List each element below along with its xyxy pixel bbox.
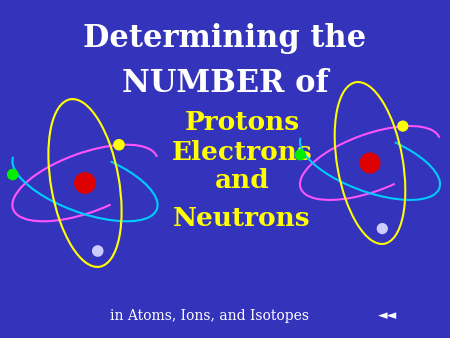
Text: in Atoms, Ions, and Isotopes: in Atoms, Ions, and Isotopes xyxy=(111,309,310,323)
Circle shape xyxy=(398,121,408,131)
Circle shape xyxy=(75,173,95,193)
Text: Neutrons: Neutrons xyxy=(173,206,311,231)
Circle shape xyxy=(114,140,124,150)
Text: Determining the: Determining the xyxy=(83,23,367,53)
Text: Protons: Protons xyxy=(184,111,300,136)
Circle shape xyxy=(378,224,387,234)
Text: and: and xyxy=(215,168,270,193)
Circle shape xyxy=(295,150,305,160)
Text: Electrons: Electrons xyxy=(171,141,312,166)
Text: ◄◄: ◄◄ xyxy=(378,310,398,322)
Circle shape xyxy=(8,169,18,179)
Text: NUMBER of: NUMBER of xyxy=(122,68,328,98)
Circle shape xyxy=(360,153,380,173)
Circle shape xyxy=(93,246,103,256)
